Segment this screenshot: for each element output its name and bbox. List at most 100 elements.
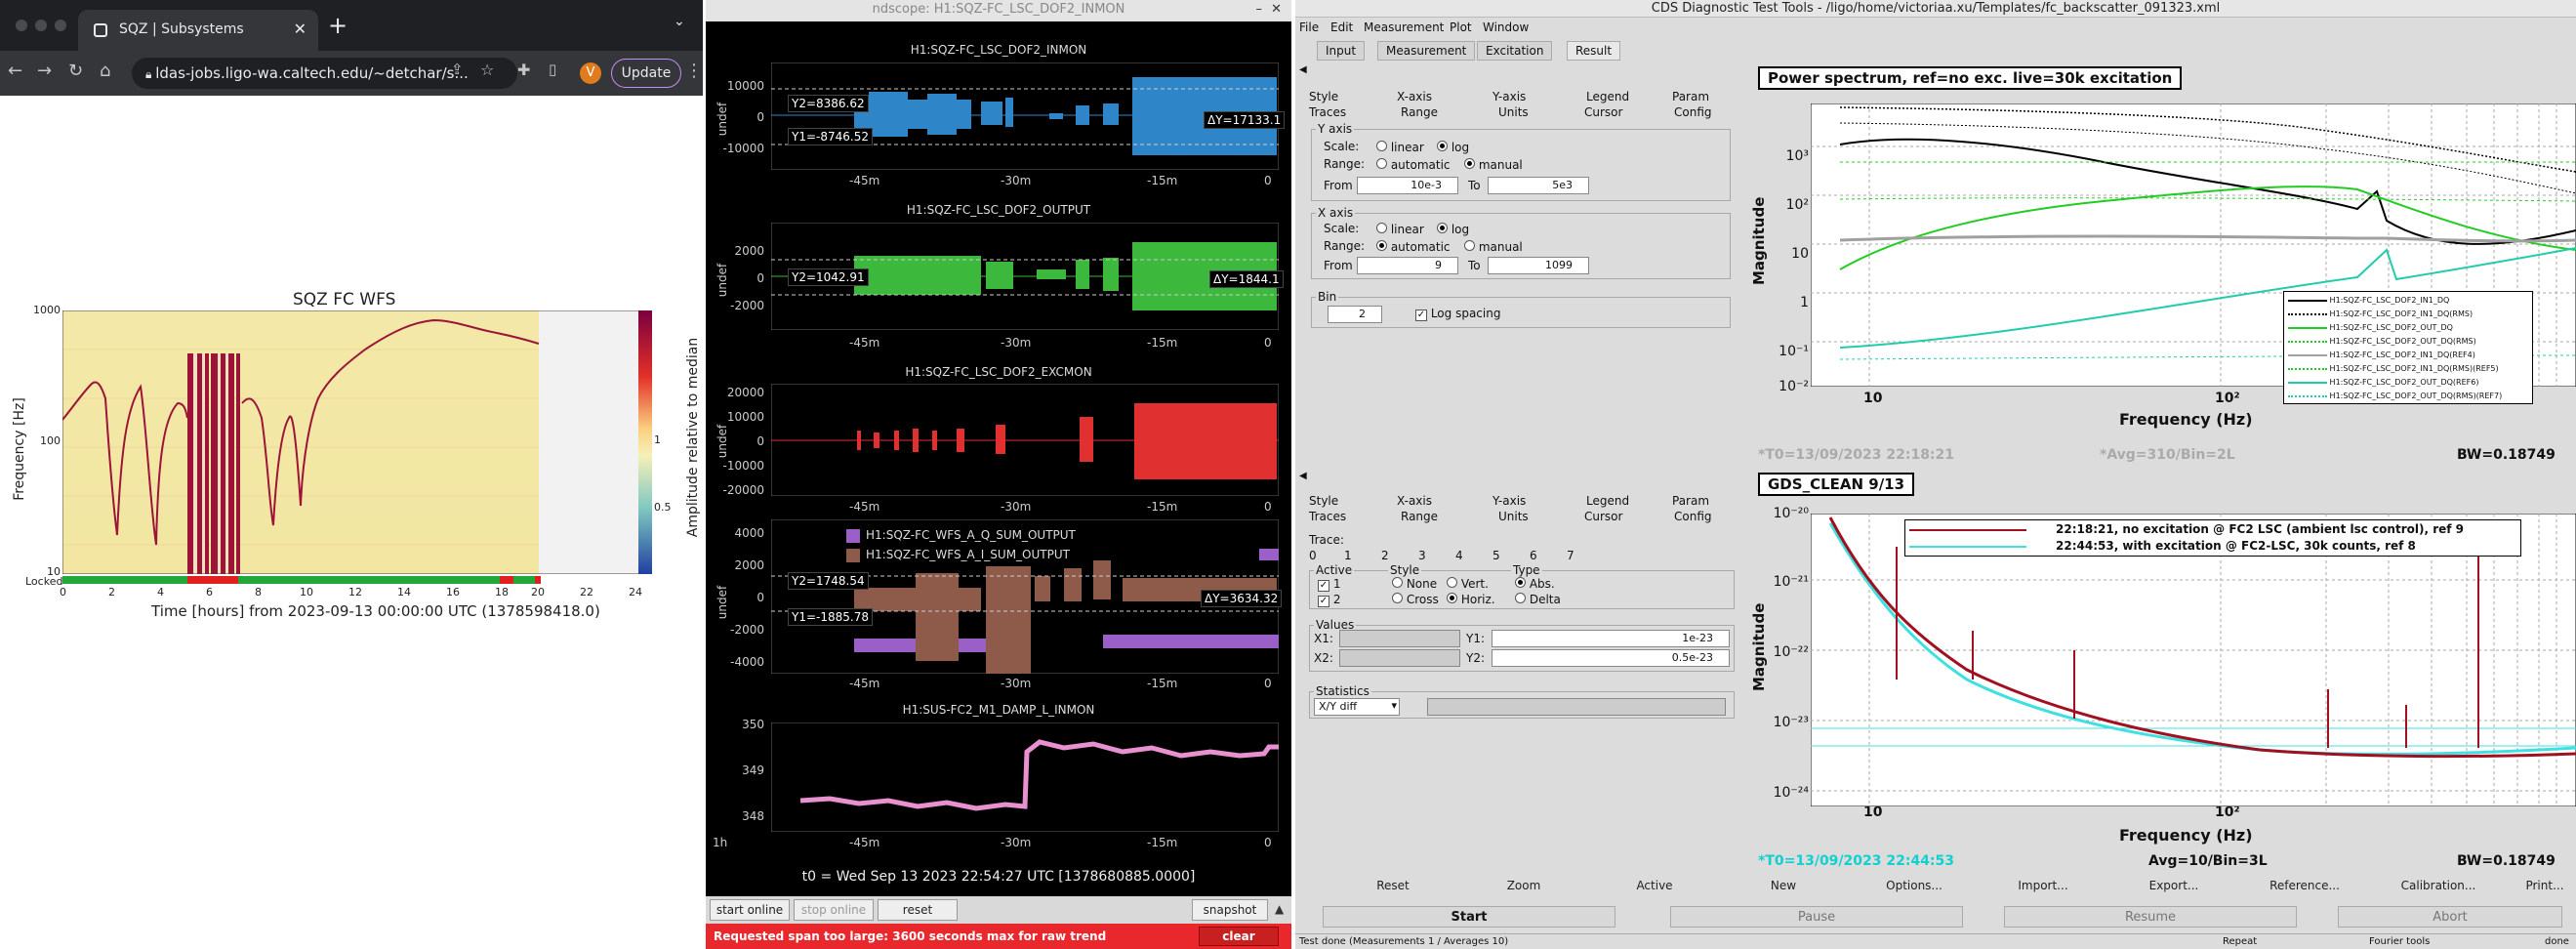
forward-icon[interactable]: → <box>37 61 53 81</box>
reset-button[interactable]: reset <box>878 899 958 921</box>
trace-tab[interactable]: 1 <box>1344 549 1352 562</box>
active-2-checkbox[interactable]: ✓ 2 <box>1318 593 1341 607</box>
menu-measurement[interactable]: Measurement <box>1364 21 1445 34</box>
yaxis-log-radio[interactable]: log <box>1437 141 1469 154</box>
log-spacing-checkbox[interactable]: ✓ Log spacing <box>1415 307 1501 321</box>
opt-tab-cursor[interactable]: Cursor <box>1584 105 1623 119</box>
opt-tab-cursor[interactable]: Cursor <box>1584 510 1623 523</box>
menu-icon[interactable]: ⋮ <box>685 61 703 81</box>
opt-tab-units[interactable]: Units <box>1498 510 1529 523</box>
maximize-window-button[interactable] <box>55 20 66 31</box>
opt-tab-units[interactable]: Units <box>1498 105 1529 119</box>
calibration-button[interactable]: Calibration... <box>2400 879 2476 892</box>
y1-input[interactable]: 1e-23 <box>1492 630 1730 647</box>
address-bar[interactable]: 🔒︎ ldas-jobs.ligo-wa.caltech.edu/~detcha… <box>132 58 517 89</box>
snapshot-button[interactable]: snapshot <box>1192 899 1268 921</box>
opt-tab-traces[interactable]: Traces <box>1309 105 1347 119</box>
reset-plot-button[interactable]: Reset <box>1376 879 1410 892</box>
active-button[interactable]: Active <box>1636 879 1673 892</box>
close-window-button[interactable] <box>16 20 27 31</box>
gds-clean-plot[interactable] <box>1811 514 2576 806</box>
close-icon[interactable]: ✕ <box>1271 2 1282 17</box>
opt-tab-param[interactable]: Param <box>1672 90 1710 103</box>
new-tab-icon[interactable]: + <box>328 12 348 39</box>
y2-input[interactable]: 0.5e-23 <box>1492 649 1730 667</box>
opt-tab-config[interactable]: Config <box>1674 105 1712 119</box>
options-button[interactable]: Options... <box>1886 879 1942 892</box>
menu-window[interactable]: Window <box>1483 21 1530 34</box>
trace-tab[interactable]: 2 <box>1381 549 1389 562</box>
tab-result[interactable]: Result <box>1567 41 1621 61</box>
x1-input[interactable] <box>1339 630 1460 647</box>
yaxis-from-input[interactable]: 10e-3 <box>1357 177 1458 194</box>
bookmark-star-icon[interactable]: ☆ <box>480 61 495 79</box>
resume-button[interactable]: Resume <box>2004 906 2297 928</box>
print-button[interactable]: Print... <box>2525 879 2564 892</box>
share-icon[interactable]: ⇪ <box>451 61 464 78</box>
opt-tab-yaxis[interactable]: Y-axis <box>1492 90 1527 103</box>
extensions-icon[interactable]: ✚ <box>517 61 531 79</box>
opt-tab-config[interactable]: Config <box>1674 510 1712 523</box>
opt-tab-traces[interactable]: Traces <box>1309 510 1347 523</box>
xaxis-log-radio[interactable]: log <box>1437 223 1469 236</box>
plot-damp[interactable] <box>771 722 1279 832</box>
collapse-arrow-icon[interactable]: ◀ <box>1299 64 1307 75</box>
opt-tab-range[interactable]: Range <box>1401 510 1439 523</box>
menu-plot[interactable]: Plot <box>1450 21 1472 34</box>
close-tab-icon[interactable]: ✕ <box>293 20 307 38</box>
abort-button[interactable]: Abort <box>2338 906 2562 928</box>
reload-icon[interactable]: ↻ <box>68 61 84 81</box>
opt-tab-legend[interactable]: Legend <box>1586 90 1630 103</box>
minimize-window-button[interactable] <box>35 20 47 31</box>
minimize-icon[interactable]: – <box>1255 2 1263 17</box>
pause-button[interactable]: Pause <box>1670 906 1963 928</box>
tab-search-icon[interactable]: ⌄ <box>674 14 685 29</box>
style-none-radio[interactable]: None <box>1392 577 1437 591</box>
tab-excitation[interactable]: Excitation <box>1477 41 1553 61</box>
opt-tab-legend[interactable]: Legend <box>1586 494 1630 508</box>
reference-button[interactable]: Reference... <box>2269 879 2340 892</box>
xaxis-manual-radio[interactable]: manual <box>1464 240 1523 254</box>
xaxis-automatic-radio[interactable]: automatic <box>1376 240 1451 254</box>
trace-tab[interactable]: 4 <box>1455 549 1463 562</box>
xaxis-to-input[interactable]: 1099 <box>1488 257 1589 274</box>
bin-input[interactable]: 2 <box>1328 306 1382 323</box>
tab-input[interactable]: Input <box>1317 41 1366 61</box>
new-button[interactable]: New <box>1770 879 1797 892</box>
opt-tab-style[interactable]: Style <box>1309 494 1339 508</box>
home-icon[interactable]: ⌂ <box>100 61 111 81</box>
active-1-checkbox[interactable]: ✓ 1 <box>1318 577 1341 592</box>
opt-tab-param[interactable]: Param <box>1672 494 1710 508</box>
browser-tab[interactable]: SQZ | Subsystems ✕ <box>78 10 318 51</box>
trace-tab[interactable]: 7 <box>1567 549 1574 562</box>
type-abs-radio[interactable]: Abs. <box>1515 577 1555 591</box>
collapse-arrow-icon[interactable]: ◀ <box>1299 471 1307 481</box>
menu-edit[interactable]: Edit <box>1330 21 1354 34</box>
back-icon[interactable]: ← <box>8 61 23 81</box>
opt-tab-style[interactable]: Style <box>1309 90 1339 103</box>
plot-inmon[interactable] <box>771 62 1279 170</box>
statistics-select[interactable]: X/Y diff ▾ <box>1314 698 1400 716</box>
start-button[interactable]: Start <box>1323 906 1615 928</box>
xaxis-from-input[interactable]: 9 <box>1357 257 1458 274</box>
menu-file[interactable]: File <box>1299 21 1320 34</box>
type-delta-radio[interactable]: Delta <box>1515 593 1561 606</box>
expand-icon[interactable]: ▲ <box>1275 902 1285 916</box>
opt-tab-yaxis[interactable]: Y-axis <box>1492 494 1527 508</box>
trace-tab[interactable]: 5 <box>1492 549 1500 562</box>
zoom-button[interactable]: Zoom <box>1506 879 1541 892</box>
trace-tab[interactable]: 0 <box>1309 549 1317 562</box>
opt-tab-range[interactable]: Range <box>1401 105 1439 119</box>
clear-button[interactable]: clear <box>1199 927 1279 946</box>
tab-measurement[interactable]: Measurement <box>1377 41 1476 61</box>
yaxis-linear-radio[interactable]: linear <box>1376 141 1424 154</box>
style-cross-radio[interactable]: Cross <box>1392 593 1439 606</box>
start-online-button[interactable]: start online <box>710 899 790 921</box>
update-button[interactable]: Update <box>611 59 681 88</box>
profile-avatar[interactable]: V <box>580 62 601 84</box>
import-button[interactable]: Import... <box>2018 879 2068 892</box>
yaxis-automatic-radio[interactable]: automatic <box>1376 158 1451 172</box>
side-panel-icon[interactable]: ▯ <box>549 61 557 78</box>
style-horiz-radio[interactable]: Horiz. <box>1447 593 1495 606</box>
stop-online-button[interactable]: stop online <box>794 899 874 921</box>
